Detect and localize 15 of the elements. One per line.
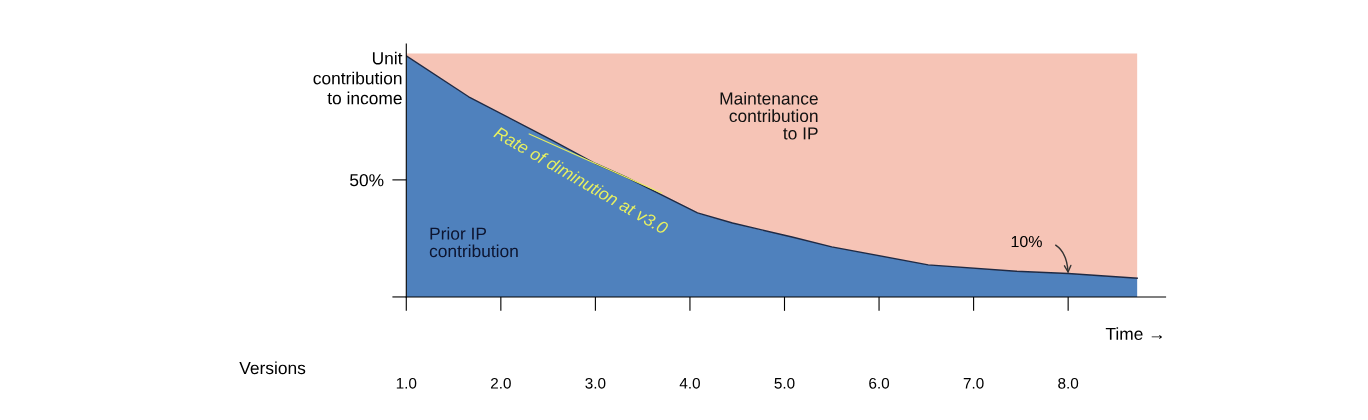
- x-axis-title: Time →: [1105, 327, 1162, 341]
- x-tick-label: 5.0: [774, 377, 795, 389]
- x-tick-label: 1.0: [396, 377, 417, 389]
- y-tick-label: 50%: [350, 174, 384, 187]
- y-axis-title: Unit contribution to income: [313, 51, 403, 105]
- series-label: Maintenance contribution to IP: [720, 91, 818, 140]
- x-tick-label: 4.0: [679, 377, 700, 389]
- annotation: 10%: [1011, 235, 1042, 248]
- series-label: Prior IP contribution: [429, 227, 518, 258]
- x-tick-label: 8.0: [1058, 377, 1079, 389]
- x-tick-label: 3.0: [585, 377, 606, 389]
- x-tick-label: 6.0: [869, 377, 890, 389]
- text: Versions: [239, 361, 306, 375]
- x-tick-label: 7.0: [963, 377, 984, 389]
- x-tick-label: 2.0: [491, 377, 511, 389]
